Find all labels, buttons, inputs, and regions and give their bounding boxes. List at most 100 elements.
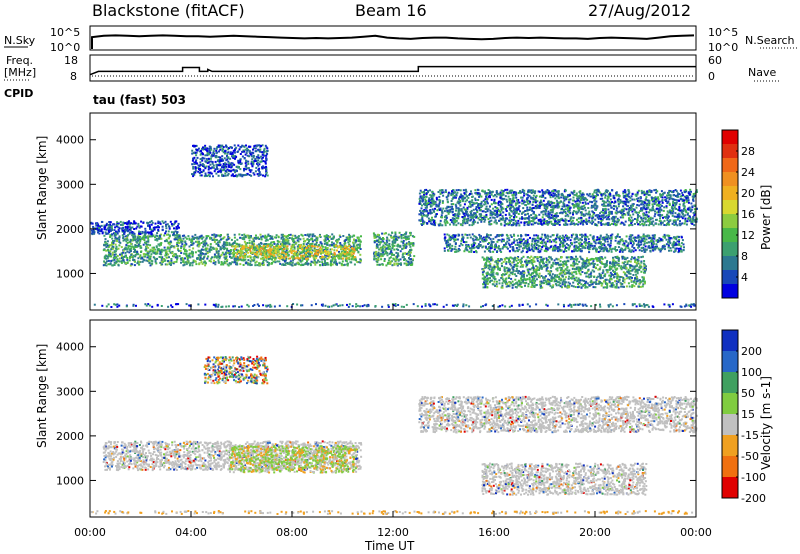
scatter-cell [297, 253, 300, 256]
scatter-cell [328, 253, 331, 256]
scatter-cell [113, 239, 116, 242]
scatter-cell [460, 209, 463, 212]
scatter-cell [106, 255, 109, 258]
scatter-cell [202, 257, 205, 260]
scatter-cell [261, 235, 264, 238]
scatter-cell [615, 192, 618, 195]
scatter-cell [420, 207, 423, 210]
scatter-cell [118, 244, 121, 247]
scatter-cell [344, 244, 347, 247]
scatter-cell [359, 243, 362, 246]
scatter-cell [446, 220, 448, 223]
scatter-cell [230, 174, 233, 177]
scatter-cell [326, 236, 329, 239]
scatter-cell [203, 242, 206, 245]
scatter-cell [625, 208, 628, 211]
scatter-cell [269, 244, 272, 247]
scatter-cell [147, 254, 150, 257]
scatter-cell [336, 238, 339, 241]
scatter-cell [310, 260, 313, 263]
scatter-cell [670, 197, 673, 200]
scatter-cell [484, 201, 486, 203]
scatter-cell [209, 243, 212, 246]
scatter-cell [174, 220, 177, 223]
scatter-cell [238, 245, 241, 248]
scatter-cell [244, 258, 247, 261]
scatter-cell [186, 258, 189, 261]
scatter-cell [136, 262, 139, 265]
scatter-cell [525, 193, 528, 196]
scatter-cell [191, 235, 194, 238]
scatter-cell [469, 205, 472, 208]
scatter-cell [231, 151, 234, 154]
scatter-cell [485, 205, 488, 208]
scatter-cell [269, 243, 272, 246]
scatter-cell [281, 253, 283, 255]
scatter-cell [610, 210, 613, 213]
scatter-cell [252, 237, 255, 240]
scatter-cell [266, 239, 269, 242]
scatter-cell [271, 253, 274, 256]
scatter-cell [212, 234, 215, 237]
scatter-cell [198, 258, 201, 261]
scatter-cell [327, 263, 330, 266]
scatter-cell [202, 164, 205, 167]
scatter-cell [183, 263, 186, 266]
scatter-cell [604, 196, 607, 199]
scatter-cell [330, 238, 333, 240]
scatter-cell [257, 246, 260, 249]
scatter-cell [323, 255, 326, 258]
scatter-cell [517, 206, 520, 209]
scatter-cell [270, 249, 272, 252]
scatter-cell [184, 257, 186, 260]
scatter-cell [140, 225, 143, 228]
scatter-cell [134, 239, 137, 242]
scatter-cell [178, 235, 181, 238]
scatter-cell [265, 259, 268, 262]
scatter-cell [252, 259, 255, 262]
scatter-cell [287, 262, 290, 265]
scatter-cell [265, 150, 268, 153]
scatter-cell [688, 206, 691, 209]
scatter-cell [195, 263, 198, 266]
scatter-cell [183, 244, 186, 247]
scatter-cell [244, 253, 246, 256]
scatter-cell [292, 239, 295, 242]
scatter-cell [234, 157, 236, 160]
scatter-cell [340, 257, 343, 260]
scatter-cell [628, 195, 631, 198]
scatter-cell [227, 236, 230, 238]
scatter-cell [126, 258, 129, 261]
scatter-cell [343, 251, 346, 254]
scatter-cell [455, 207, 458, 210]
scatter-cell [376, 239, 379, 242]
scatter-cell [286, 247, 289, 250]
scatter-cell [691, 205, 694, 208]
scatter-cell [564, 220, 567, 223]
scatter-cell [408, 257, 410, 259]
scatter-cell [123, 260, 126, 263]
scatter-cell [261, 262, 264, 265]
scatter-cell [426, 222, 429, 225]
scatter-cell [601, 223, 604, 226]
scatter-cell [377, 233, 379, 236]
scatter-cell [542, 213, 545, 216]
scatter-cell [378, 243, 381, 246]
scatter-cell [471, 196, 474, 198]
scatter-cell [264, 250, 267, 253]
scatter-cell [203, 260, 206, 263]
scatter-cell [210, 248, 213, 251]
scatter-cell [101, 232, 104, 235]
scatter-cell [243, 169, 245, 172]
scatter-cell [192, 144, 194, 147]
scatter-cell [323, 242, 326, 245]
scatter-cell [348, 248, 350, 251]
scatter-cell [115, 245, 118, 248]
scatter-cell [327, 238, 329, 241]
scatter-cell [116, 254, 119, 257]
scatter-cell [277, 236, 280, 239]
scatter-cell [150, 223, 153, 226]
scatter-cell [148, 224, 151, 227]
scatter-cell [345, 255, 348, 258]
scatter-cell [217, 174, 220, 177]
